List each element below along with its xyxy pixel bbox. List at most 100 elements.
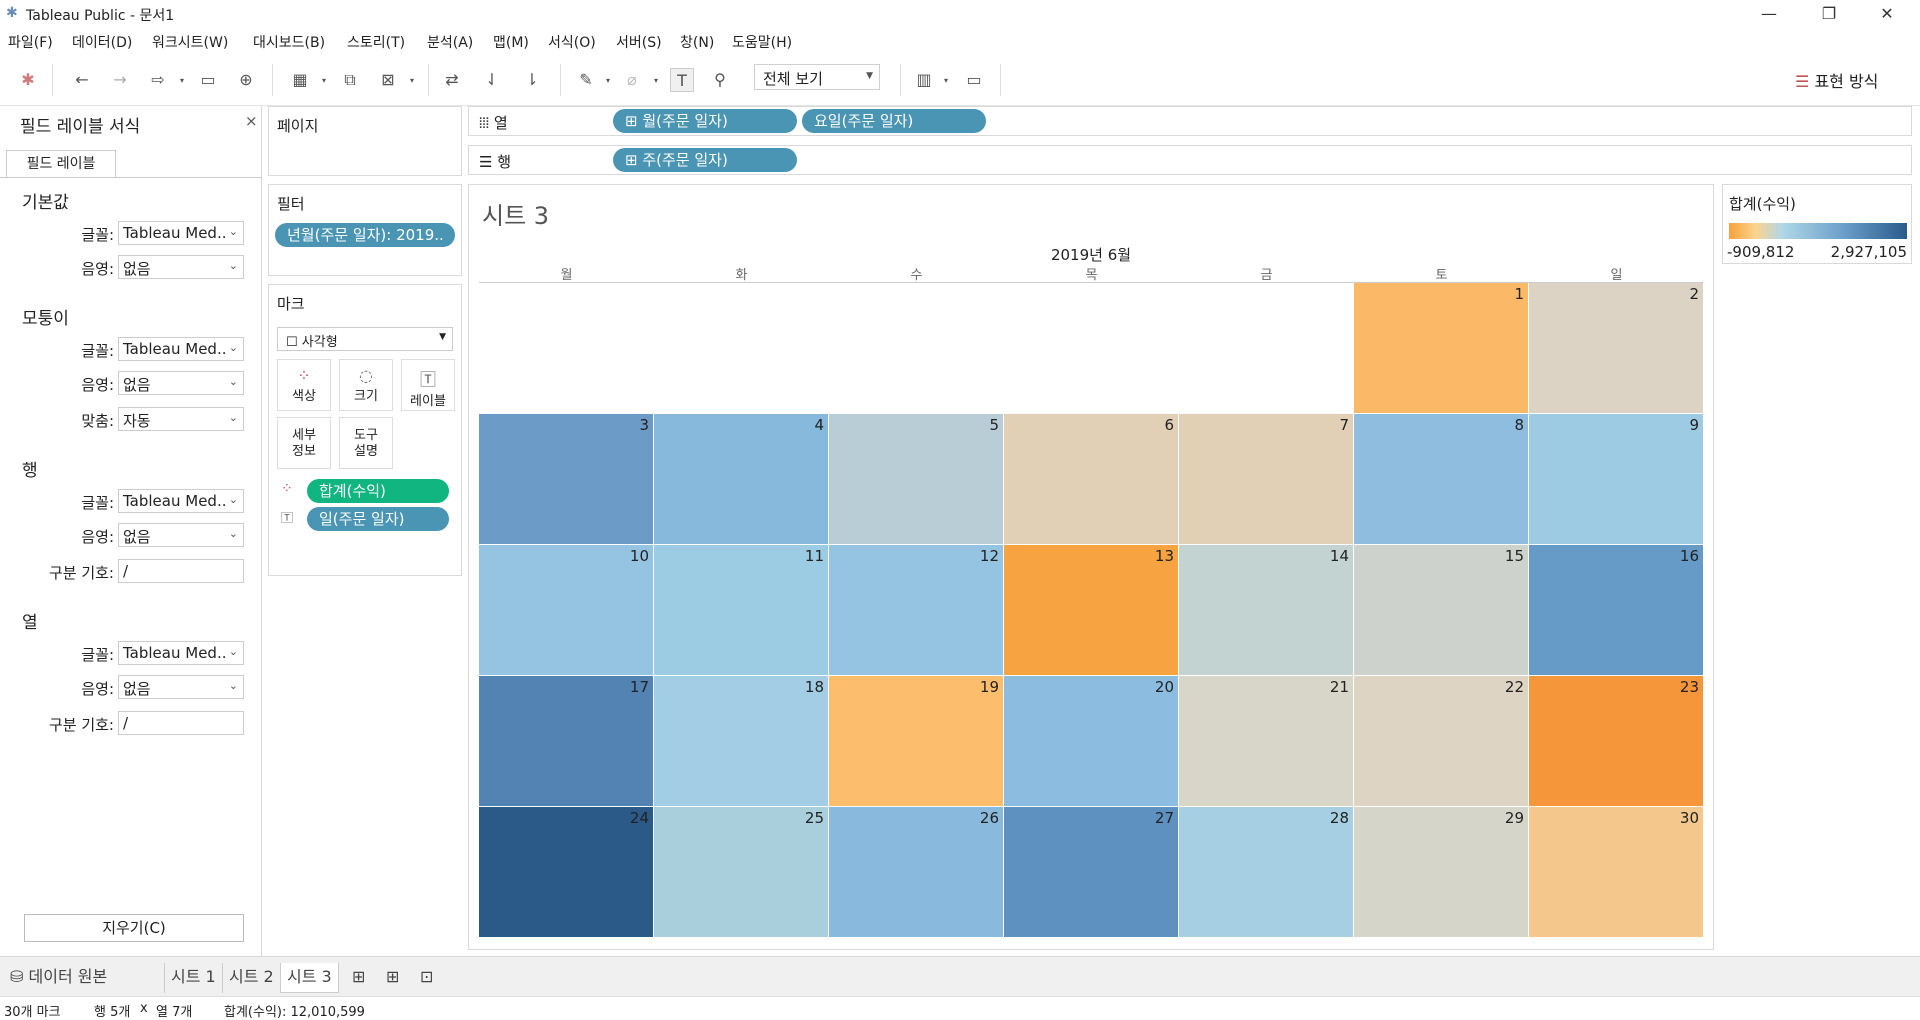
rows-shelf[interactable]: ☰ 행 ⊞ 주(주문 일자) bbox=[468, 145, 1912, 175]
show-labels-icon[interactable]: T bbox=[670, 68, 694, 92]
font-dropdown[interactable]: Tableau Med.. ⌄ bbox=[118, 337, 244, 361]
tab-sheet-3[interactable]: 시트 3 bbox=[280, 963, 339, 993]
calendar-day-cell[interactable]: 19 bbox=[829, 676, 1003, 806]
save-icon[interactable]: ▭ bbox=[200, 70, 216, 89]
filter-pill[interactable]: 년월(주문 일자): 2019.. bbox=[275, 223, 455, 247]
calendar-day-cell[interactable]: 20 bbox=[1004, 676, 1178, 806]
calendar-day-cell[interactable]: 7 bbox=[1179, 414, 1353, 544]
tab-sheet-1[interactable]: 시트 1 bbox=[164, 963, 222, 993]
duplicate-sheet-icon[interactable]: ⧉ bbox=[344, 70, 356, 89]
calendar-day-cell[interactable]: 16 bbox=[1529, 545, 1703, 675]
tab-data-source[interactable]: ⛁ 데이터 원본 bbox=[4, 963, 113, 993]
calendar-day-cell[interactable]: 3 bbox=[479, 414, 653, 544]
calendar-day-cell[interactable]: 27 bbox=[1004, 807, 1178, 937]
show-me-button[interactable]: ☰ 표현 방식 bbox=[1795, 68, 1878, 92]
shading-dropdown[interactable]: 없음 ⌄ bbox=[118, 675, 244, 699]
menu-window[interactable]: 창(N) bbox=[680, 35, 715, 51]
menu-analysis[interactable]: 분석(A) bbox=[427, 35, 474, 51]
redo-icon[interactable]: → bbox=[113, 70, 127, 89]
menu-dashboard[interactable]: 대시보드(B) bbox=[253, 35, 326, 51]
calendar-day-cell[interactable]: 29 bbox=[1354, 807, 1528, 937]
menu-server[interactable]: 서버(S) bbox=[616, 35, 662, 51]
clear-button[interactable]: 지우기(C) bbox=[24, 914, 244, 942]
shading-dropdown[interactable]: 없음 ⌄ bbox=[118, 255, 244, 279]
calendar-day-cell[interactable]: 30 bbox=[1529, 807, 1703, 937]
calendar-day-cell[interactable]: 26 bbox=[829, 807, 1003, 937]
new-story-icon[interactable]: ⊡ bbox=[420, 967, 434, 986]
shading-dropdown[interactable]: 없음 ⌄ bbox=[118, 523, 244, 547]
tab-sheet-2[interactable]: 시트 2 bbox=[222, 963, 280, 993]
label-field-pill[interactable]: 일(주문 일자) bbox=[307, 507, 449, 531]
replay-icon[interactable]: ⇨ bbox=[151, 70, 165, 89]
swap-icon[interactable]: ⇄ bbox=[445, 70, 459, 89]
calendar-day-cell[interactable]: 18 bbox=[654, 676, 828, 806]
new-worksheet-icon[interactable]: ▦ bbox=[292, 70, 308, 89]
tooltip-button[interactable]: 도구 설명 bbox=[339, 417, 393, 469]
highlight-icon[interactable]: ✎ bbox=[579, 70, 593, 89]
separator-input[interactable]: / bbox=[118, 559, 244, 583]
presentation-icon[interactable]: ▭ bbox=[966, 70, 982, 89]
calendar-day-cell[interactable]: 9 bbox=[1529, 414, 1703, 544]
restore-icon[interactable]: ❐ bbox=[1821, 4, 1837, 23]
calendar-day-cell[interactable]: 8 bbox=[1354, 414, 1528, 544]
close-icon[interactable]: ✕ bbox=[1880, 4, 1894, 23]
font-dropdown[interactable]: Tableau Med.. ⌄ bbox=[118, 221, 244, 245]
group-icon[interactable]: ⌀ bbox=[627, 70, 637, 89]
calendar-day-cell[interactable]: 17 bbox=[479, 676, 653, 806]
calendar-day-cell[interactable]: 28 bbox=[1179, 807, 1353, 937]
menu-story[interactable]: 스토리(T) bbox=[347, 35, 406, 51]
calendar-day-cell[interactable]: 15 bbox=[1354, 545, 1528, 675]
calendar-day-cell[interactable]: 11 bbox=[654, 545, 828, 675]
column-pill-month[interactable]: ⊞ 월(주문 일자) bbox=[613, 109, 797, 133]
column-pill-weekday[interactable]: 요일(주문 일자) bbox=[802, 109, 986, 133]
pages-shelf[interactable]: 페이지 bbox=[268, 106, 462, 176]
font-dropdown[interactable]: Tableau Med.. ⌄ bbox=[118, 641, 244, 665]
color-legend[interactable]: 합계(수익) -909,812 2,927,105 bbox=[1722, 184, 1912, 264]
align-dropdown[interactable]: 자동 ⌄ bbox=[118, 407, 244, 431]
label-button[interactable]: 🅃 레이블 bbox=[401, 359, 455, 411]
menu-map[interactable]: 맵(M) bbox=[493, 35, 529, 51]
tableau-icon[interactable]: ✱ bbox=[21, 70, 35, 89]
menu-worksheet[interactable]: 워크시트(W) bbox=[152, 35, 229, 51]
undo-icon[interactable]: ← bbox=[75, 70, 89, 89]
calendar-day-cell[interactable]: 24 bbox=[479, 807, 653, 937]
new-dashboard-icon[interactable]: ⊞ bbox=[386, 967, 400, 986]
sort-ascending-icon[interactable]: ⇃ bbox=[485, 70, 499, 89]
color-field-pill[interactable]: 합계(수익) bbox=[307, 479, 449, 503]
font-dropdown[interactable]: Tableau Med.. ⌄ bbox=[118, 489, 244, 513]
size-button[interactable]: ◌ 크기 bbox=[339, 359, 393, 411]
pin-icon[interactable]: ⚲ bbox=[714, 70, 726, 89]
calendar-day-cell[interactable]: 2 bbox=[1529, 283, 1703, 413]
calendar-day-cell[interactable]: 21 bbox=[1179, 676, 1353, 806]
color-button[interactable]: ⁘ 색상 bbox=[277, 359, 331, 411]
calendar-day-cell[interactable]: 6 bbox=[1004, 414, 1178, 544]
clear-sheet-icon[interactable]: ⊠ bbox=[381, 70, 395, 89]
close-icon[interactable]: × bbox=[245, 112, 258, 130]
filters-shelf[interactable]: 필터 년월(주문 일자): 2019.. bbox=[268, 184, 462, 276]
menu-help[interactable]: 도움말(H) bbox=[732, 35, 793, 51]
tab-field-labels[interactable]: 필드 레이블 bbox=[6, 150, 116, 178]
menu-format[interactable]: 서식(O) bbox=[548, 35, 596, 51]
calendar-day-cell[interactable]: 14 bbox=[1179, 545, 1353, 675]
new-worksheet-icon[interactable]: ⊞ bbox=[352, 967, 366, 986]
calendar-day-cell[interactable]: 12 bbox=[829, 545, 1003, 675]
detail-button[interactable]: 세부 정보 bbox=[277, 417, 331, 469]
calendar-day-cell[interactable]: 5 bbox=[829, 414, 1003, 544]
calendar-day-cell[interactable]: 23 bbox=[1529, 676, 1703, 806]
view-size-select[interactable]: 전체 보기 ▼ bbox=[754, 64, 880, 90]
calendar-day-cell[interactable]: 1 bbox=[1354, 283, 1528, 413]
calendar-day-cell[interactable]: 13 bbox=[1004, 545, 1178, 675]
sort-descending-icon[interactable]: ⇂ bbox=[525, 70, 539, 89]
shading-dropdown[interactable]: 없음 ⌄ bbox=[118, 371, 244, 395]
row-pill-week[interactable]: ⊞ 주(주문 일자) bbox=[613, 148, 797, 172]
columns-shelf[interactable]: ⦙⦙⦙ 열 ⊞ 월(주문 일자) 요일(주문 일자) bbox=[468, 106, 1912, 136]
calendar-day-cell[interactable]: 22 bbox=[1354, 676, 1528, 806]
calendar-day-cell[interactable]: 4 bbox=[654, 414, 828, 544]
mark-type-dropdown[interactable]: ☐ 사각형 ▼ bbox=[277, 327, 453, 351]
calendar-day-cell[interactable]: 25 bbox=[654, 807, 828, 937]
calendar-day-cell[interactable]: 10 bbox=[479, 545, 653, 675]
menu-data[interactable]: 데이터(D) bbox=[72, 35, 133, 51]
minimize-icon[interactable]: — bbox=[1761, 4, 1777, 23]
separator-input[interactable]: / bbox=[118, 711, 244, 735]
new-datasource-icon[interactable]: ⊕ bbox=[239, 70, 253, 89]
